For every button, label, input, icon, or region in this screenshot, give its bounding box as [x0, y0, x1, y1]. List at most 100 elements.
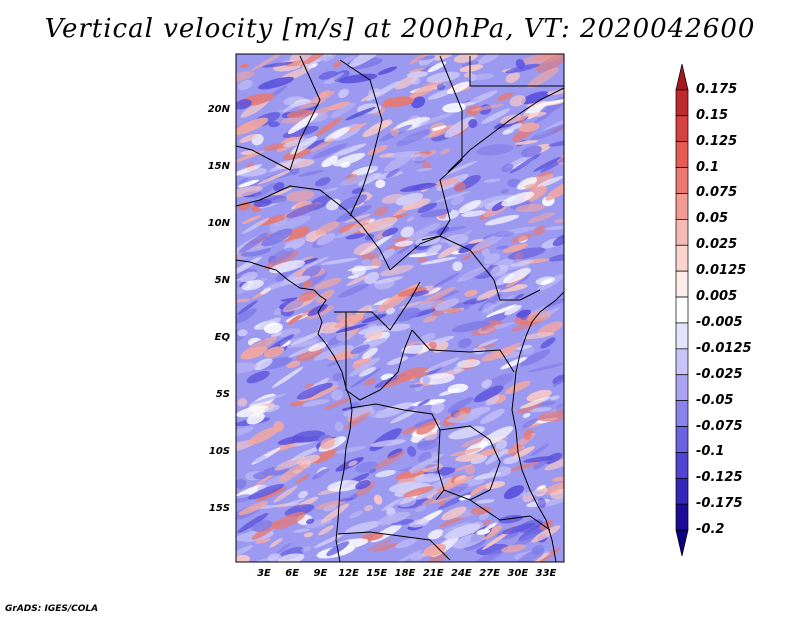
- field-cell: [386, 323, 411, 332]
- field-cell: [469, 484, 487, 496]
- field-cell: [470, 506, 492, 515]
- field-cell: [509, 123, 523, 130]
- field-cell: [236, 117, 269, 136]
- field-cell: [477, 338, 499, 348]
- field-cell: [489, 466, 512, 478]
- field-cell: [537, 410, 564, 422]
- field-cell: [537, 484, 546, 490]
- field-cell: [424, 431, 438, 442]
- field-cell: [303, 532, 314, 538]
- field-cell: [310, 138, 336, 153]
- field-cell: [238, 179, 259, 188]
- field-cell: [269, 538, 283, 548]
- field-cell: [453, 464, 473, 472]
- field-cell: [505, 63, 540, 74]
- field-cell: [509, 461, 541, 472]
- field-cell: [470, 454, 488, 465]
- field-cell: [362, 119, 392, 138]
- field-cell: [289, 401, 305, 407]
- field-cell: [504, 380, 531, 395]
- field-cell: [455, 229, 473, 241]
- field-cell: [420, 286, 456, 305]
- field-cell: [251, 521, 280, 540]
- field-cell: [349, 510, 364, 519]
- field-cell: [465, 90, 498, 106]
- field-cell: [428, 529, 444, 540]
- field-cell: [262, 61, 293, 68]
- field-cell: [541, 496, 564, 507]
- field-cell: [354, 461, 378, 473]
- field-cell: [425, 244, 442, 256]
- field-cell: [273, 182, 285, 192]
- field-cell: [516, 176, 538, 190]
- field-cell: [478, 426, 514, 448]
- field-cell: [461, 436, 488, 448]
- field-cell: [400, 226, 415, 238]
- field-cell: [311, 143, 348, 159]
- field-cell: [315, 177, 331, 187]
- field-cell: [350, 367, 382, 389]
- field-cell: [368, 88, 381, 97]
- field-cell: [236, 405, 270, 418]
- field-cell: [293, 528, 311, 533]
- field-cell: [251, 520, 273, 532]
- field-cell: [251, 54, 284, 71]
- field-cell: [358, 366, 377, 377]
- field-cell: [447, 397, 474, 413]
- field-cell: [472, 549, 505, 562]
- field-cell: [481, 346, 519, 362]
- field-cell: [410, 290, 429, 297]
- lon-tick-label: 15E: [366, 568, 388, 579]
- field-cell: [334, 225, 368, 239]
- field-cell: [461, 255, 471, 261]
- field-cell: [291, 445, 322, 461]
- field-cell: [338, 73, 378, 84]
- colorbar-segment: [675, 63, 689, 91]
- field-cell: [236, 164, 263, 177]
- field-cell: [426, 71, 461, 83]
- colorbar-tick-label: -0.025: [696, 366, 743, 382]
- field-cell: [533, 458, 549, 470]
- field-cell: [338, 283, 369, 298]
- field-cell: [237, 79, 253, 91]
- field-cell: [386, 356, 409, 366]
- field-cell: [524, 183, 537, 189]
- colorbar-tick-label: -0.005: [696, 314, 743, 330]
- field-cell: [315, 499, 347, 510]
- field-cell: [379, 153, 395, 158]
- field-cell: [302, 266, 321, 278]
- field-cell: [326, 198, 341, 211]
- field-cell: [240, 99, 269, 118]
- field-cell: [468, 238, 485, 244]
- field-cell: [284, 226, 310, 242]
- colorbar-segment: [675, 270, 689, 298]
- field-cell: [260, 287, 271, 295]
- field-cell: [481, 525, 502, 541]
- field-cell: [422, 376, 431, 385]
- field-cell: [267, 553, 282, 562]
- field-cell: [502, 243, 529, 253]
- field-cell: [431, 402, 445, 414]
- field-cell: [410, 77, 421, 85]
- colorbar-segment: [675, 477, 689, 505]
- lat-tick-label: 5S: [215, 389, 230, 400]
- field-cell: [411, 300, 445, 310]
- field-cell: [286, 109, 314, 119]
- field-cell: [456, 265, 490, 283]
- field-cell: [474, 343, 496, 349]
- field-cell: [358, 325, 389, 335]
- field-cell: [518, 309, 529, 320]
- field-cell: [483, 178, 501, 183]
- field-cell: [411, 96, 426, 109]
- field-cell: [236, 298, 251, 303]
- field-cell: [471, 326, 497, 336]
- field-cell: [317, 322, 342, 334]
- field-cell: [444, 116, 475, 138]
- field-cell: [313, 533, 346, 549]
- field-cell: [394, 483, 432, 497]
- field-cell: [458, 241, 482, 254]
- field-cell: [507, 247, 546, 260]
- field-cell: [345, 233, 366, 240]
- field-cell: [283, 237, 309, 245]
- field-cell: [510, 259, 534, 267]
